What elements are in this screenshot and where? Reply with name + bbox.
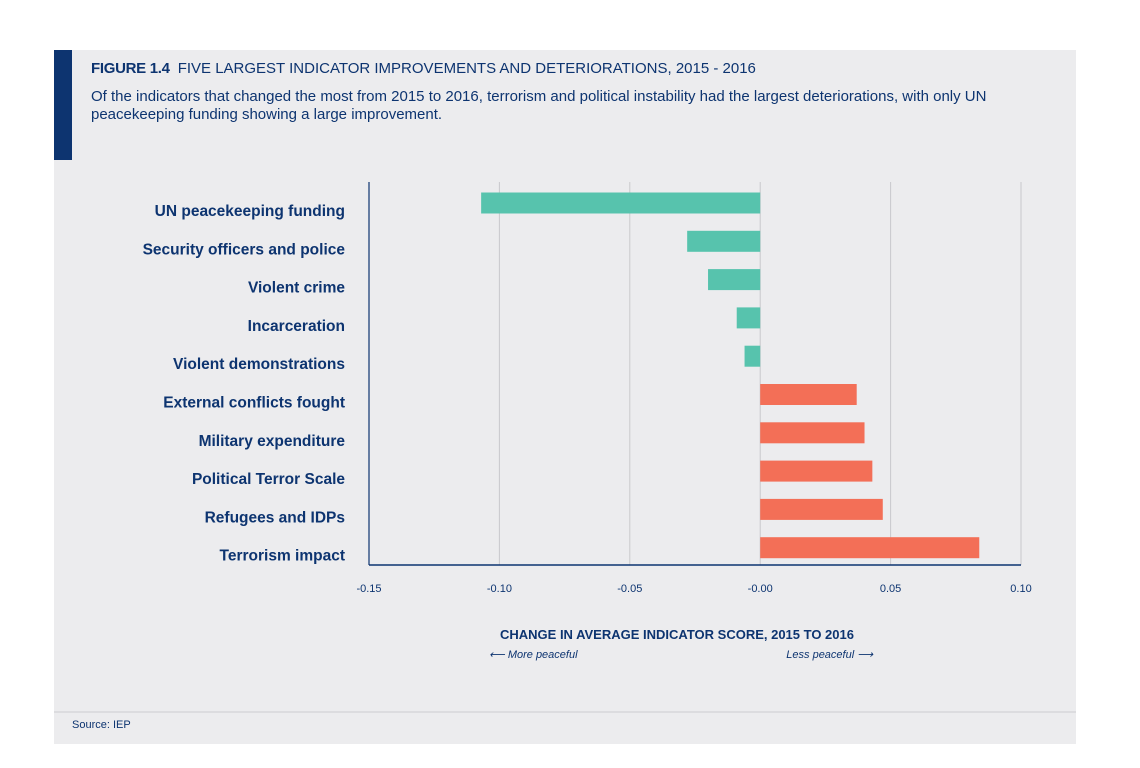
x-tick-label: 0.05 (880, 583, 901, 595)
figure-title: FIGURE 1.4 FIVE LARGEST INDICATOR IMPROVE… (91, 60, 756, 77)
x-axis-note-right: Less peaceful ⟶ (786, 649, 874, 661)
bar (481, 192, 761, 214)
category-label: Security officers and police (143, 241, 346, 258)
bar (744, 345, 761, 367)
bar (760, 537, 980, 559)
bar (760, 384, 857, 405)
category-label: UN peacekeeping funding (155, 203, 345, 220)
bar (708, 269, 761, 291)
x-axis-note-left: ⟵ More peaceful (489, 649, 578, 661)
category-label: Violent demonstrations (173, 356, 345, 373)
x-tick-label: -0.00 (748, 583, 773, 595)
x-tick-label: -0.05 (617, 583, 642, 595)
bar (760, 422, 865, 444)
category-label: Military expenditure (199, 433, 346, 450)
x-tick-label: -0.15 (356, 583, 381, 595)
source-divider (54, 711, 1076, 713)
bar (760, 460, 873, 482)
figure-subtitle: Of the indicators that changed the most … (91, 88, 987, 123)
category-label: Incarceration (248, 318, 345, 335)
figure-number: FIGURE 1.4 (91, 60, 170, 77)
x-tick-label: -0.10 (487, 583, 512, 595)
category-label: Refugees and IDPs (205, 509, 345, 526)
source-note: Source: IEP (72, 719, 131, 731)
x-tick-label: 0.10 (1010, 583, 1031, 595)
category-label: Political Terror Scale (192, 471, 345, 488)
bar (736, 307, 761, 329)
figure-panel (54, 50, 1076, 744)
category-label: Violent crime (248, 280, 345, 297)
category-label: External conflicts fought (163, 395, 345, 412)
figure-accent-bar (54, 50, 72, 160)
category-label: Terrorism impact (220, 548, 345, 565)
figure-title-text: FIVE LARGEST INDICATOR IMPROVEMENTS AND … (177, 60, 756, 77)
bar (687, 230, 761, 252)
x-axis-label: CHANGE IN AVERAGE INDICATOR SCORE, 2015 … (500, 627, 854, 642)
bar (760, 498, 883, 520)
